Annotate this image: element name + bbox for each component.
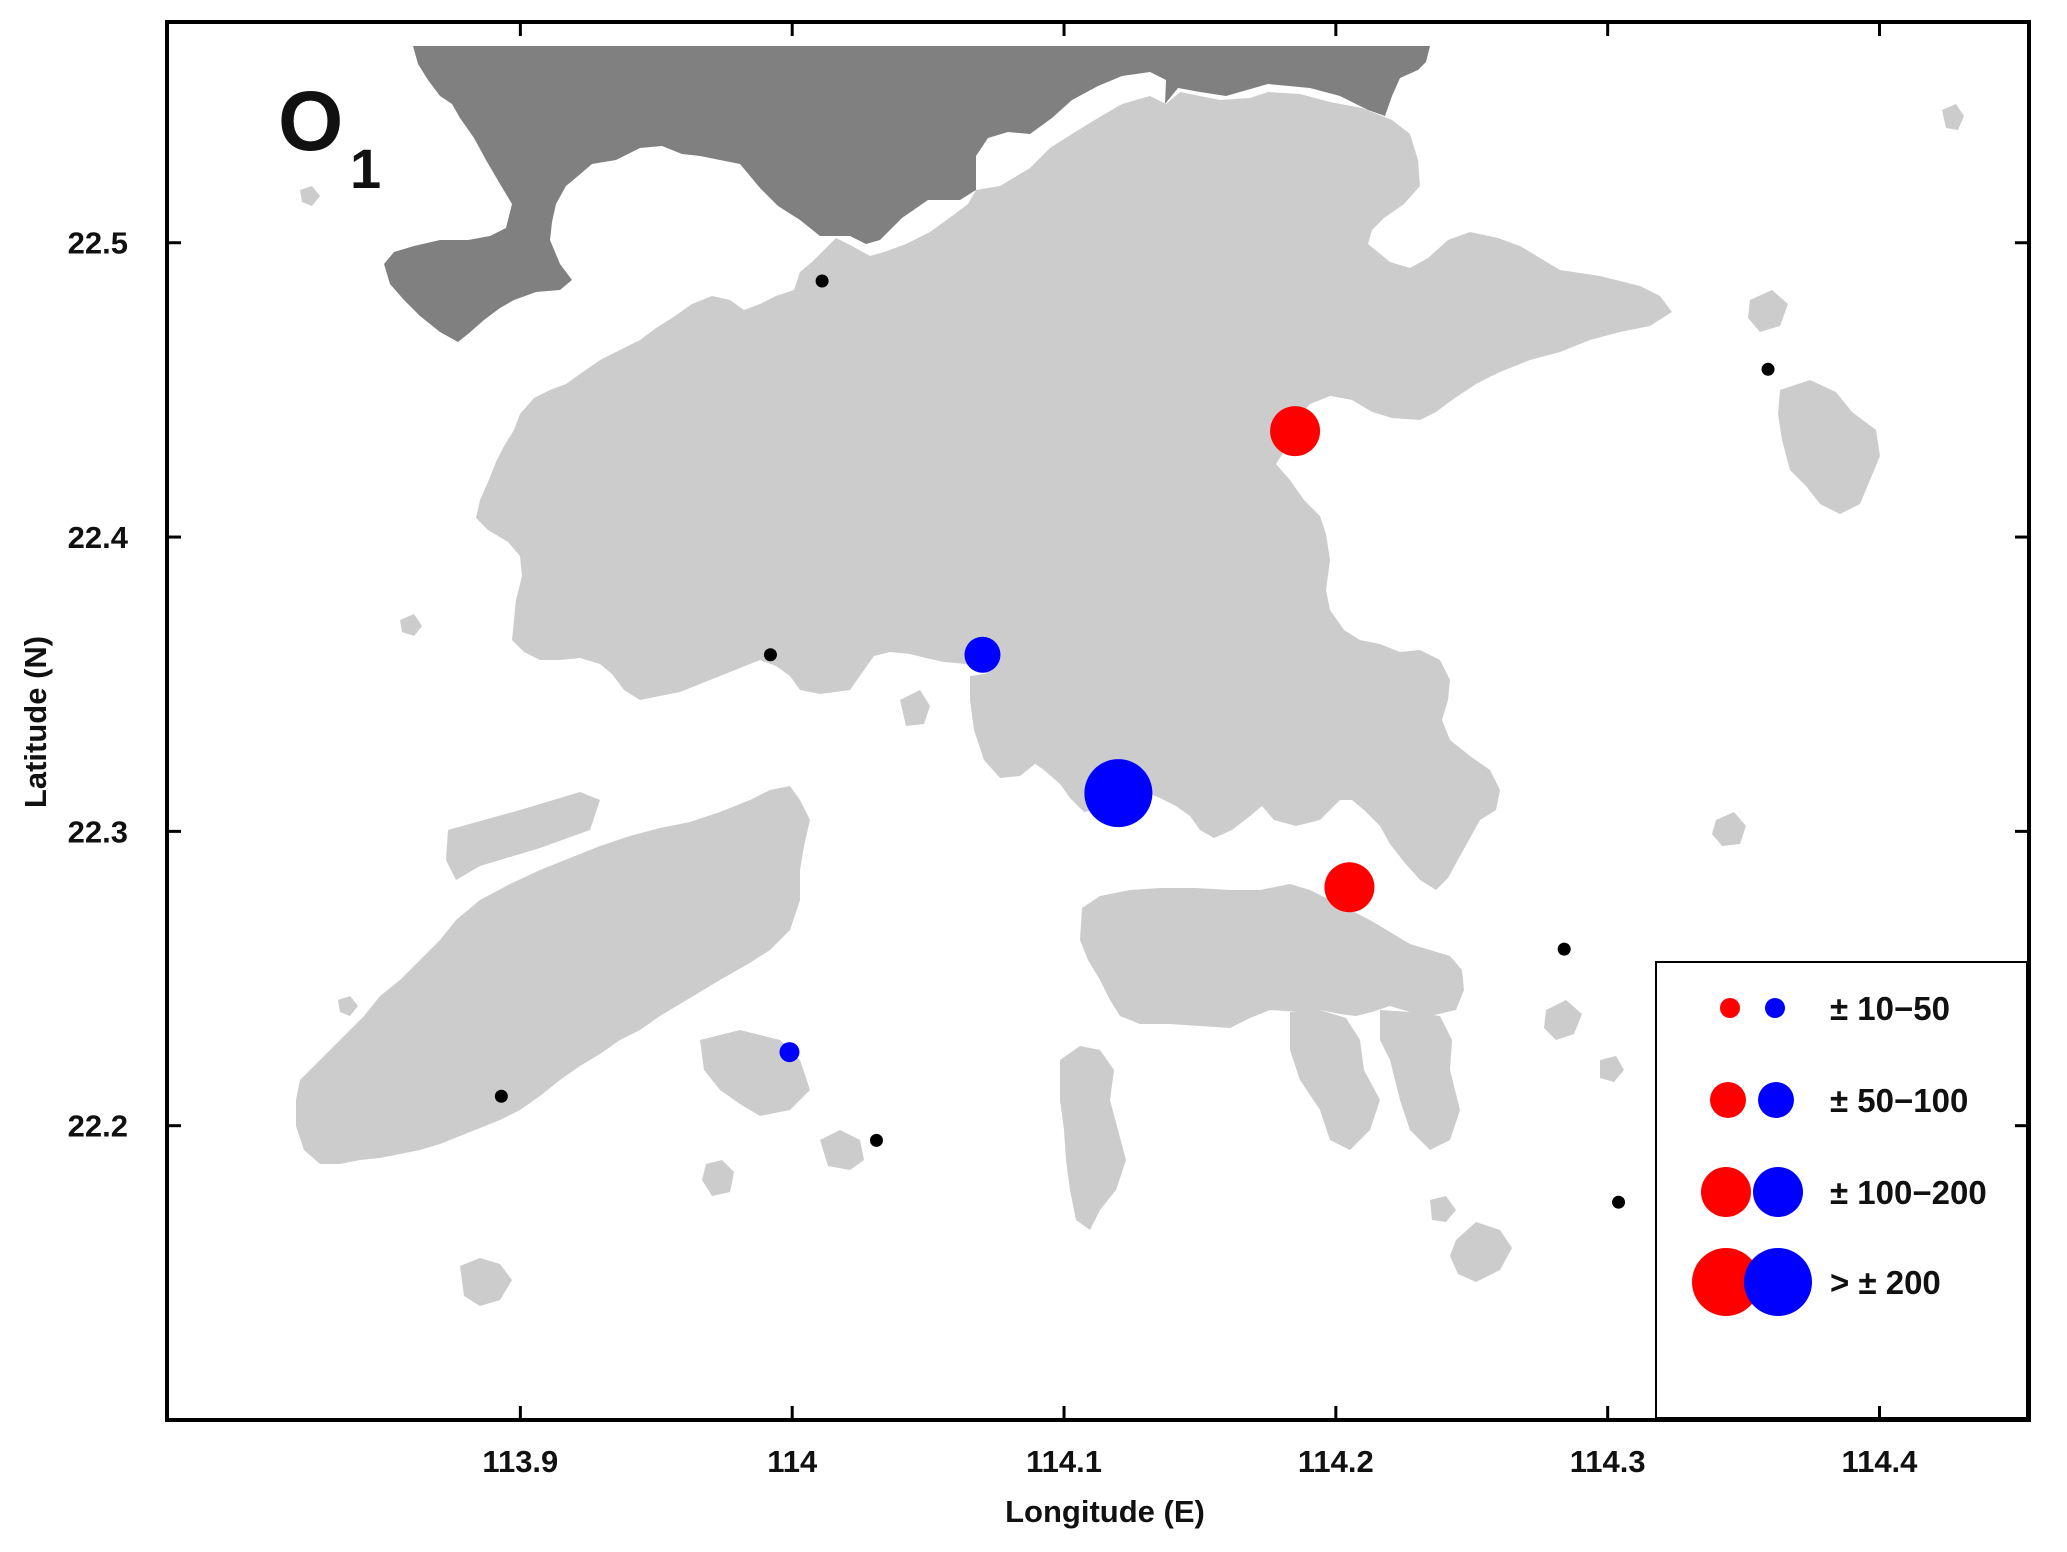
legend-label-4: > ± 200 (1830, 1264, 1941, 1301)
beaufort-island (1430, 1196, 1456, 1222)
y-axis-ticks: 22.2 22.3 22.4 22.5 (68, 226, 2029, 1144)
sai-kung-islets (1748, 290, 1788, 332)
y-axis-title: Latitude (N) (18, 636, 53, 808)
legend-label-2: ± 50−100 (1830, 1082, 1968, 1119)
legend: ± 10−50 ± 50−100 ± 100−200 > ± 200 (1655, 961, 2028, 1419)
positive-amplitude-marker-1 (1270, 406, 1321, 457)
x-tick-label-5: 114.3 (1570, 1444, 1646, 1479)
hong-kong-island (1080, 884, 1464, 1028)
port-shelter-water (1460, 528, 1560, 736)
y-tick-label-1: 22.2 (68, 1109, 128, 1144)
station-marker-7 (1612, 1195, 1626, 1209)
positive-amplitude-marker-2 (1324, 862, 1375, 913)
soko-island (460, 1258, 512, 1306)
plot-frame (165, 20, 2031, 1422)
legend-items: ± 10−50 ± 50−100 ± 100−200 > ± 200 (1692, 990, 1987, 1316)
station-marker-6 (869, 1133, 883, 1147)
tsing-yi-island (970, 672, 1050, 778)
lamma-island (1060, 1046, 1126, 1230)
ping-chau-island (1942, 104, 1964, 130)
x-axis-title: Longitude (E) (1005, 1494, 1205, 1529)
x-tick-label-1: 113.9 (482, 1444, 558, 1479)
legend-negative-marker-4 (1744, 1248, 1812, 1316)
islet-nw-1 (300, 186, 320, 206)
legend-label-3: ± 100−200 (1830, 1174, 1987, 1211)
x-tick-label-4: 114.2 (1298, 1444, 1374, 1479)
x-tick-label-2: 114 (767, 1444, 818, 1479)
shek-o-peninsula (1380, 1010, 1460, 1150)
cheung-chau-island (820, 1130, 864, 1170)
y-tick-label-3: 22.4 (68, 520, 129, 555)
stations-layer (494, 274, 1775, 1209)
x-axis-ticks: 113.9 114 114.1 114.2 114.3 114.4 (482, 22, 1918, 1479)
stanley-peninsula (1290, 1010, 1380, 1150)
waglan-island (1544, 1000, 1582, 1040)
tolo-harbour (1300, 368, 1540, 520)
po-toi-island (1450, 1222, 1512, 1282)
x-tick-label-3: 114.1 (1026, 1444, 1102, 1479)
legend-positive-marker-3 (1701, 1167, 1751, 1217)
amplitude-circles-layer (779, 406, 1375, 1063)
station-marker-1 (815, 274, 829, 288)
legend-positive-marker-2 (1710, 1082, 1746, 1118)
tung-lung-island (1600, 1056, 1624, 1082)
legend-negative-marker-1 (1765, 998, 1785, 1018)
lantau-island (296, 786, 810, 1164)
legend-positive-marker-1 (1720, 998, 1740, 1018)
new-territories-landmass (476, 92, 1672, 890)
negative-amplitude-marker-1 (964, 636, 1001, 673)
x-tick-label-6: 114.4 (1842, 1444, 1919, 1479)
negative-amplitude-marker-3 (779, 1042, 800, 1063)
y-tick-label-2: 22.3 (68, 814, 128, 849)
legend-negative-marker-3 (1753, 1167, 1803, 1217)
ma-wan-island (900, 690, 930, 726)
panel-label: O (278, 74, 343, 168)
station-marker-4 (1557, 942, 1571, 956)
station-marker-3 (763, 648, 777, 662)
shek-kwu-chau-island (702, 1160, 734, 1196)
islet-nw-2 (400, 614, 422, 636)
y-tick-label-4: 22.5 (68, 226, 128, 261)
high-island (1778, 380, 1880, 514)
station-marker-5 (494, 1089, 508, 1103)
mainland-landmass (384, 46, 1430, 342)
panel-subscript: 1 (350, 137, 381, 200)
islet-west-1 (338, 996, 358, 1016)
legend-positive-marker-4 (1692, 1248, 1760, 1316)
legend-label-1: ± 10−50 (1830, 990, 1950, 1027)
negative-amplitude-marker-2 (1084, 759, 1153, 828)
eastern-islet (1712, 812, 1746, 846)
legend-negative-marker-2 (1758, 1082, 1794, 1118)
station-marker-2 (1761, 362, 1775, 376)
airport-island (446, 792, 600, 880)
